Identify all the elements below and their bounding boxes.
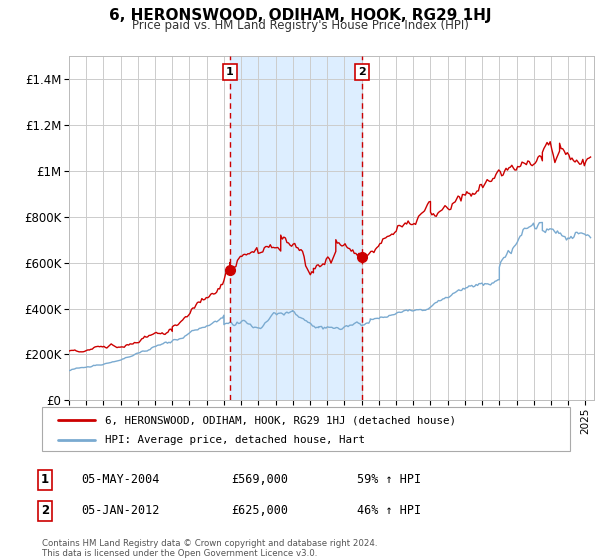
- FancyBboxPatch shape: [42, 407, 570, 451]
- Bar: [230, 56, 362, 400]
- Text: 6, HERONSWOOD, ODIHAM, HOOK, RG29 1HJ (detached house): 6, HERONSWOOD, ODIHAM, HOOK, RG29 1HJ (d…: [106, 415, 457, 425]
- Text: Price paid vs. HM Land Registry's House Price Index (HPI): Price paid vs. HM Land Registry's House …: [131, 19, 469, 32]
- Text: 46% ↑ HPI: 46% ↑ HPI: [357, 504, 421, 517]
- Text: 59% ↑ HPI: 59% ↑ HPI: [357, 473, 421, 487]
- Text: 05-JAN-2012: 05-JAN-2012: [81, 504, 160, 517]
- Text: £569,000: £569,000: [231, 473, 288, 487]
- Text: HPI: Average price, detached house, Hart: HPI: Average price, detached house, Hart: [106, 435, 365, 445]
- Text: Contains HM Land Registry data © Crown copyright and database right 2024.
This d: Contains HM Land Registry data © Crown c…: [42, 539, 377, 558]
- Text: 2: 2: [41, 504, 49, 517]
- Text: £625,000: £625,000: [231, 504, 288, 517]
- Text: 2: 2: [358, 67, 366, 77]
- Text: 1: 1: [226, 67, 234, 77]
- Text: 1: 1: [41, 473, 49, 487]
- Text: 6, HERONSWOOD, ODIHAM, HOOK, RG29 1HJ: 6, HERONSWOOD, ODIHAM, HOOK, RG29 1HJ: [109, 8, 491, 24]
- Text: 05-MAY-2004: 05-MAY-2004: [81, 473, 160, 487]
